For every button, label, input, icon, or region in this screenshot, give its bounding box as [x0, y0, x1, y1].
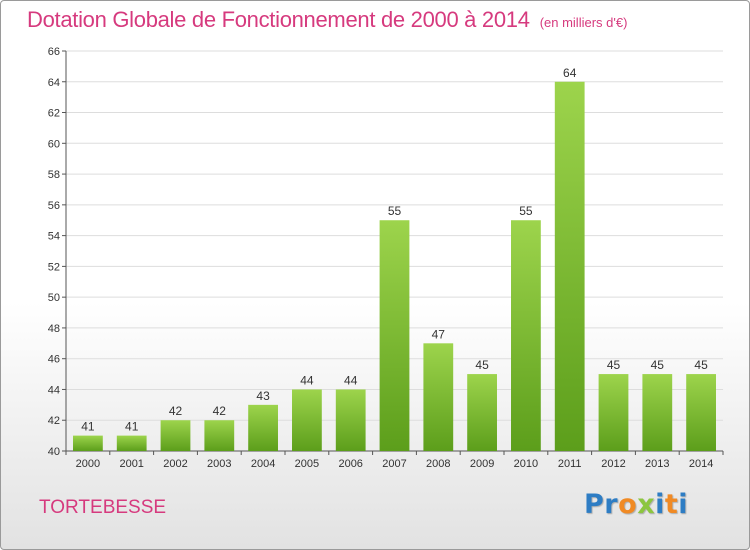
y-tick-label: 48 [48, 323, 60, 335]
x-tick-label-2002: 2002 [163, 458, 187, 470]
data-label-2008: 47 [432, 327, 446, 341]
y-tick-label: 54 [48, 231, 60, 243]
x-tick-label-2014: 2014 [689, 458, 713, 470]
data-label-2002: 42 [169, 404, 183, 418]
data-label-2006: 44 [344, 373, 358, 387]
data-label-2001: 41 [125, 420, 139, 434]
chart-title-text: Dotation Globale de Fonctionnement de 20… [27, 7, 530, 32]
bar-2008[interactable] [423, 343, 454, 451]
bar-2010[interactable] [511, 220, 541, 451]
x-tick-label-2005: 2005 [295, 458, 319, 470]
logo-letter: o [618, 489, 638, 520]
chart-unit-note: (en milliers d'€) [539, 15, 628, 30]
x-tick-label-2001: 2001 [119, 458, 143, 470]
x-tick-label-2009: 2009 [470, 458, 494, 470]
y-tick-label: 46 [48, 354, 60, 366]
bar-2001[interactable] [116, 435, 147, 451]
bar-2014[interactable] [686, 374, 716, 451]
data-label-2011: 64 [563, 66, 577, 80]
bar-2002[interactable] [160, 420, 191, 451]
data-label-2009: 45 [475, 358, 489, 372]
x-tick-label-2004: 2004 [251, 458, 275, 470]
x-tick-label-2011: 2011 [558, 458, 582, 470]
logo-letter: i [655, 489, 665, 520]
chart-title: Dotation Globale de Fonctionnement de 20… [27, 7, 627, 33]
y-tick-label: 50 [48, 292, 60, 304]
data-label-2005: 44 [300, 373, 314, 387]
y-tick-label: 40 [48, 446, 60, 458]
logo-letter: t [664, 489, 679, 520]
y-tick-label: 64 [48, 77, 60, 89]
y-tick-label: 58 [48, 169, 60, 181]
labels: 40 42 44 46 48 50 52 54 56 58 60 62 64 66 41 2000 41 2001… [48, 46, 714, 470]
commune-name: TORTEBESSE [39, 497, 167, 518]
y-tick-label: 66 [48, 46, 60, 58]
x-tick-label-2000: 2000 [76, 458, 100, 470]
logo-letter: i [678, 489, 689, 520]
x-tick-label-2012: 2012 [601, 458, 625, 470]
logo-letter: P [584, 489, 605, 520]
bar-2012[interactable] [598, 374, 629, 451]
x-tick-label-2010: 2010 [514, 458, 538, 470]
bar-2009[interactable] [467, 374, 497, 451]
data-label-2000: 41 [81, 420, 95, 434]
bar-2005[interactable] [292, 389, 322, 451]
bar-2004[interactable] [248, 404, 278, 451]
y-tick-label: 56 [48, 200, 60, 212]
y-tick-label: 42 [48, 415, 60, 427]
x-tick-label-2006: 2006 [338, 458, 362, 470]
data-label-2013: 45 [651, 358, 665, 372]
data-label-2014: 45 [694, 358, 708, 372]
data-label-2007: 55 [388, 204, 402, 218]
bar-2013[interactable] [642, 374, 673, 451]
bar-2000[interactable] [73, 435, 103, 451]
bar-2007[interactable] [379, 220, 410, 451]
logo-letter: r [604, 489, 619, 520]
x-tick-label-2008: 2008 [426, 458, 450, 470]
data-label-2010: 55 [519, 204, 533, 218]
bar-2003[interactable] [204, 420, 235, 451]
x-tick-label-2003: 2003 [207, 458, 231, 470]
bar-2006[interactable] [335, 389, 366, 451]
y-tick-label: 62 [48, 108, 60, 120]
bar-2011[interactable] [554, 81, 585, 452]
logo-letter: x [637, 489, 656, 520]
y-tick-label: 52 [48, 261, 60, 273]
data-label-2003: 42 [213, 404, 227, 418]
x-tick-label-2013: 2013 [645, 458, 669, 470]
y-tick-label: 44 [48, 384, 60, 396]
data-label-2012: 45 [607, 358, 621, 372]
bars [73, 81, 716, 452]
x-tick-label-2007: 2007 [382, 458, 406, 470]
data-label-2004: 43 [256, 389, 270, 403]
y-tick-label: 60 [48, 138, 60, 150]
proxiti-logo[interactable]: Proxiti [584, 489, 688, 520]
